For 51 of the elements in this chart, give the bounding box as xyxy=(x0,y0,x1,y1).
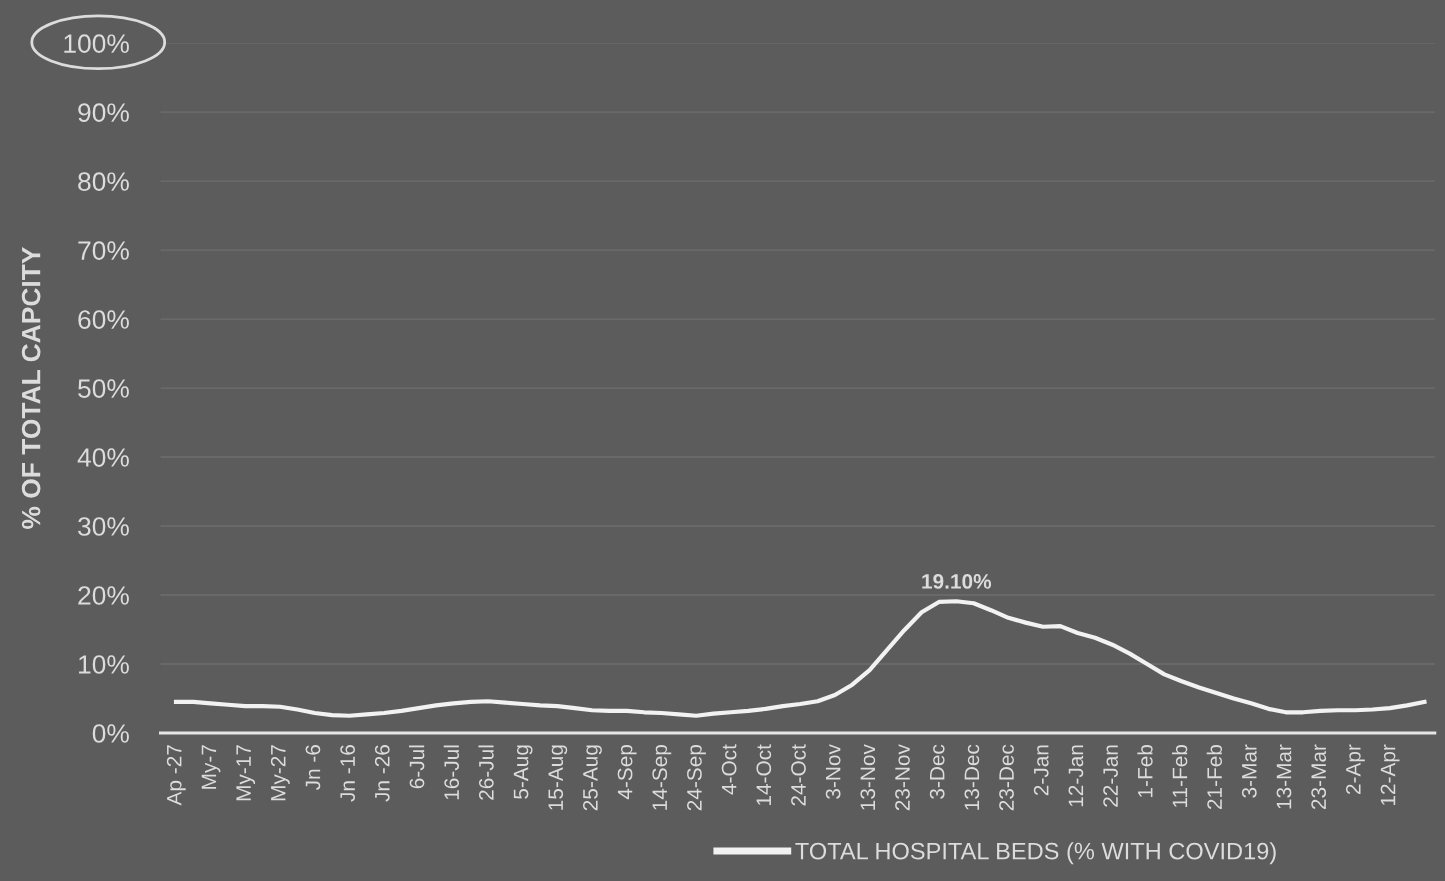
x-tick-label: 3-Dec xyxy=(929,744,945,799)
y-tick-label: 20% xyxy=(78,586,129,605)
y-tick-label: 50% xyxy=(78,379,129,398)
x-tick-label: My-17 xyxy=(236,745,256,801)
x-tick-label: 4-Oct xyxy=(721,744,737,795)
y-tick-label: 100% xyxy=(64,34,129,53)
x-tick-label: 23-Mar xyxy=(1311,744,1327,810)
x-tick-label: 3-Mar xyxy=(1241,744,1257,798)
x-tick-label: Ap -27 xyxy=(166,745,186,806)
x-tick-label: 22-Jan xyxy=(1103,745,1118,807)
x-tick-label: Jn -16 xyxy=(340,745,355,802)
x-tick-label: 2-Apr xyxy=(1345,744,1365,794)
x-tick-label: 26-Jul xyxy=(478,745,494,800)
y-tick-label: 80% xyxy=(78,172,129,191)
x-tick-label: 16-Jul xyxy=(443,745,460,800)
data-label: 19.10% xyxy=(922,574,992,589)
x-tick-label: 4-Sep xyxy=(617,744,637,800)
y-axis-title: % OF TOTAL CAPCITY xyxy=(21,247,41,529)
x-tick-label: 13-Nov xyxy=(860,744,876,810)
x-tick-label: 12-Jan xyxy=(1068,745,1084,807)
x-tick-label: 24-Oct xyxy=(791,744,806,806)
x-tick-label: 6-Jul xyxy=(409,745,425,789)
x-tick-label: 1-Feb xyxy=(1137,744,1153,797)
x-tick-label: My-27 xyxy=(270,745,290,801)
x-tick-label: 12-Apr xyxy=(1380,744,1400,806)
x-tick-label: Jn -6 xyxy=(305,745,321,791)
x-tick-label: 14-Oct xyxy=(756,744,772,806)
x-tick-label: 11-Feb xyxy=(1172,744,1188,807)
line-series xyxy=(173,599,1427,718)
x-tick-label: 2-Jan xyxy=(1033,745,1049,796)
x-tick-label: 13-Dec xyxy=(964,744,980,810)
y-tick-label: 70% xyxy=(78,241,129,260)
y-tick-label: 60% xyxy=(78,310,129,329)
x-tick-label: Jn -26 xyxy=(374,745,390,802)
legend-label: TOTAL HOSPITAL BEDS (% WITH COVID19) xyxy=(795,842,1276,865)
y-tick-label: 10% xyxy=(79,655,129,674)
x-tick-label: 13-Mar xyxy=(1276,744,1292,809)
x-tick-label: 14-Sep xyxy=(652,744,672,810)
y-tick-label: 90% xyxy=(78,103,129,122)
x-tick-label: 23-Nov xyxy=(895,744,910,811)
x-tick-label: 15-Aug xyxy=(548,745,568,810)
y-tick-label: 40% xyxy=(77,448,129,467)
y-tick-label: 30% xyxy=(78,517,129,536)
x-tick-label: 24-Sep xyxy=(687,744,706,811)
x-tick-label: 21-Feb xyxy=(1206,744,1222,810)
x-tick-label: 23-Dec xyxy=(999,744,1014,811)
x-tick-label: My-7 xyxy=(201,745,221,789)
x-tick-label: 5-Aug xyxy=(513,745,533,799)
x-tick-label: 3-Nov xyxy=(825,744,841,799)
y-tick-label: 0% xyxy=(92,724,129,743)
x-tick-label: 25-Aug xyxy=(583,745,602,811)
